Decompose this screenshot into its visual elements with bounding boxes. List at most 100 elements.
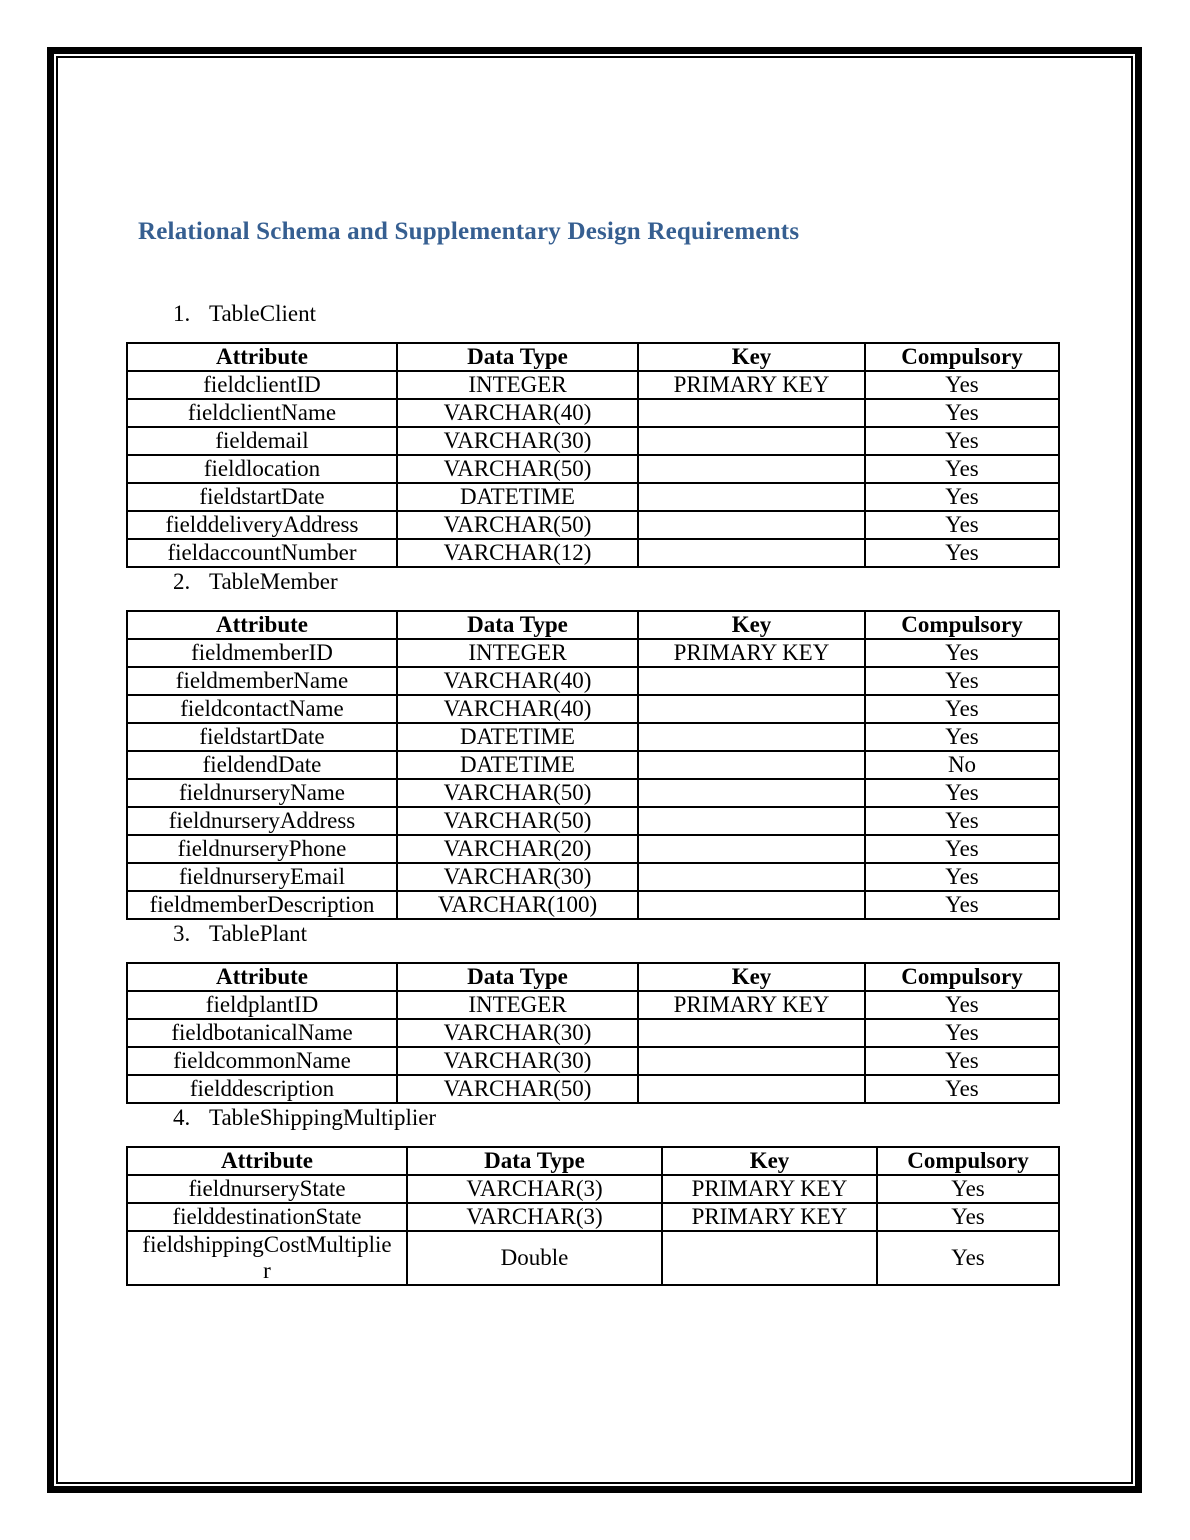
- table-cell: Yes: [864, 694, 1060, 724]
- table-cell: VARCHAR(3): [406, 1174, 663, 1204]
- table-cell: [637, 454, 866, 484]
- table-cell: PRIMARY KEY: [637, 990, 866, 1020]
- table-cell: fieldnurseryAddress: [126, 806, 398, 836]
- table-cell: Yes: [864, 398, 1060, 428]
- table-cell: [637, 666, 866, 696]
- table-cell: Double: [406, 1230, 663, 1286]
- table-name: TableShippingMultiplier: [209, 1105, 437, 1130]
- table-cell: Yes: [864, 510, 1060, 540]
- table-cell: fieldmemberDescription: [126, 890, 398, 920]
- column-header: Compulsory: [864, 962, 1060, 992]
- table-row: fielddescription VARCHAR(50) Yes: [126, 1074, 1060, 1104]
- table-cell: Yes: [864, 666, 1060, 696]
- column-header: Compulsory: [864, 342, 1060, 372]
- table-row: fieldplantID INTEGER PRIMARY KEY Yes: [126, 990, 1060, 1020]
- table-cell: Yes: [864, 990, 1060, 1020]
- table-cell: DATETIME: [396, 750, 639, 780]
- table-cell: Yes: [864, 1018, 1060, 1048]
- schema-table-section: 4. TableShippingMultiplier Attribute Data …: [126, 1104, 1131, 1286]
- table-cell: VARCHAR(40): [396, 666, 639, 696]
- table-name: TableClient: [209, 301, 316, 326]
- table-row: fieldstartDate DATETIME Yes: [126, 482, 1060, 512]
- table-cell: Yes: [864, 806, 1060, 836]
- table-cell: VARCHAR(30): [396, 1018, 639, 1048]
- schema-table-section: 1. TableClient Attribute Data Type Key Compu…: [126, 300, 1131, 568]
- table-cell: fieldmemberName: [126, 666, 398, 696]
- table-cell: fieldaccountNumber: [126, 538, 398, 568]
- column-header: Compulsory: [876, 1146, 1060, 1176]
- column-header: Attribute: [126, 342, 398, 372]
- table-cell: Yes: [876, 1174, 1060, 1204]
- table-cell: fieldclientID: [126, 370, 398, 400]
- list-number: 2.: [173, 569, 191, 594]
- table-cell: [637, 426, 866, 456]
- table-cell: DATETIME: [396, 482, 639, 512]
- table-cell: PRIMARY KEY: [637, 638, 866, 668]
- table-cell: Yes: [876, 1230, 1060, 1286]
- table-cell: [661, 1230, 878, 1286]
- table-cell: [637, 806, 866, 836]
- table-cell: fieldmemberID: [126, 638, 398, 668]
- table-row: fieldnurseryName VARCHAR(50) Yes: [126, 778, 1060, 808]
- table-cell: VARCHAR(40): [396, 694, 639, 724]
- column-header: Attribute: [126, 1146, 408, 1176]
- page-border-outer: Relational Schema and Supplementary Desi…: [47, 47, 1142, 1493]
- table-cell: Yes: [864, 778, 1060, 808]
- list-number: 4.: [173, 1105, 191, 1130]
- table-row: fieldcommonName VARCHAR(30) Yes: [126, 1046, 1060, 1076]
- table-cell: fielddestinationState: [126, 1202, 408, 1232]
- table-cell: fieldstartDate: [126, 482, 398, 512]
- column-header: Data Type: [396, 342, 639, 372]
- table-cell: VARCHAR(20): [396, 834, 639, 864]
- table-row: fieldnurseryEmail VARCHAR(30) Yes: [126, 862, 1060, 892]
- table-cell: fieldemail: [126, 426, 398, 456]
- table-row: fieldmemberDescription VARCHAR(100) Yes: [126, 890, 1060, 920]
- table-cell: fielddescription: [126, 1074, 398, 1104]
- page-border-inner: Relational Schema and Supplementary Desi…: [56, 56, 1133, 1484]
- table-row: fieldshippingCostMultiplier Double Yes: [126, 1230, 1060, 1286]
- table-cell: Yes: [864, 638, 1060, 668]
- schema-table-section: 3. TablePlant Attribute Data Type Key Compul…: [126, 920, 1131, 1104]
- table-cell: Yes: [876, 1202, 1060, 1232]
- schema-tables-container: 1. TableClient Attribute Data Type Key Compu…: [126, 300, 1131, 1286]
- table-cell: VARCHAR(100): [396, 890, 639, 920]
- table-header-row: Attribute Data Type Key Compulsory: [126, 1146, 1060, 1176]
- table-cell: VARCHAR(50): [396, 806, 639, 836]
- table-row: fieldnurseryState VARCHAR(3) PRIMARY KEY Ye…: [126, 1174, 1060, 1204]
- column-header: Attribute: [126, 962, 398, 992]
- table-header-row: Attribute Data Type Key Compulsory: [126, 962, 1060, 992]
- column-header: Key: [637, 610, 866, 640]
- table-cell: fieldnurseryName: [126, 778, 398, 808]
- table-cell: VARCHAR(30): [396, 1046, 639, 1076]
- table-cell: VARCHAR(50): [396, 1074, 639, 1104]
- table-cell: fieldclientName: [126, 398, 398, 428]
- table-cell: INTEGER: [396, 990, 639, 1020]
- table-cell: [637, 1046, 866, 1076]
- table-cell: [637, 750, 866, 780]
- table-cell: No: [864, 750, 1060, 780]
- column-header: Data Type: [406, 1146, 663, 1176]
- table-cell: VARCHAR(3): [406, 1202, 663, 1232]
- table-row: fielddeliveryAddress VARCHAR(50) Yes: [126, 510, 1060, 540]
- table-cell: [637, 482, 866, 512]
- table-cell: VARCHAR(50): [396, 778, 639, 808]
- table-row: fieldmemberID INTEGER PRIMARY KEY Yes: [126, 638, 1060, 668]
- table-cell: [637, 1018, 866, 1048]
- table-row: fielddestinationState VARCHAR(3) PRIMARY K…: [126, 1202, 1060, 1232]
- table-cell: VARCHAR(50): [396, 510, 639, 540]
- schema-table: Attribute Data Type Key Compulsory fieldmem…: [126, 610, 1060, 920]
- table-row: fieldbotanicalName VARCHAR(30) Yes: [126, 1018, 1060, 1048]
- table-cell: VARCHAR(12): [396, 538, 639, 568]
- table-row: fieldclientName VARCHAR(40) Yes: [126, 398, 1060, 428]
- table-cell: Yes: [864, 722, 1060, 752]
- column-header: Attribute: [126, 610, 398, 640]
- table-row: fieldemail VARCHAR(30) Yes: [126, 426, 1060, 456]
- table-row: fieldlocation VARCHAR(50) Yes: [126, 454, 1060, 484]
- table-cell: Yes: [864, 862, 1060, 892]
- table-list-item: 4. TableShippingMultiplier: [173, 1104, 1131, 1132]
- table-cell: Yes: [864, 538, 1060, 568]
- table-cell: fieldshippingCostMultiplier: [126, 1230, 408, 1286]
- table-row: fieldcontactName VARCHAR(40) Yes: [126, 694, 1060, 724]
- schema-table: Attribute Data Type Key Compulsory fieldpla…: [126, 962, 1060, 1104]
- table-header-row: Attribute Data Type Key Compulsory: [126, 610, 1060, 640]
